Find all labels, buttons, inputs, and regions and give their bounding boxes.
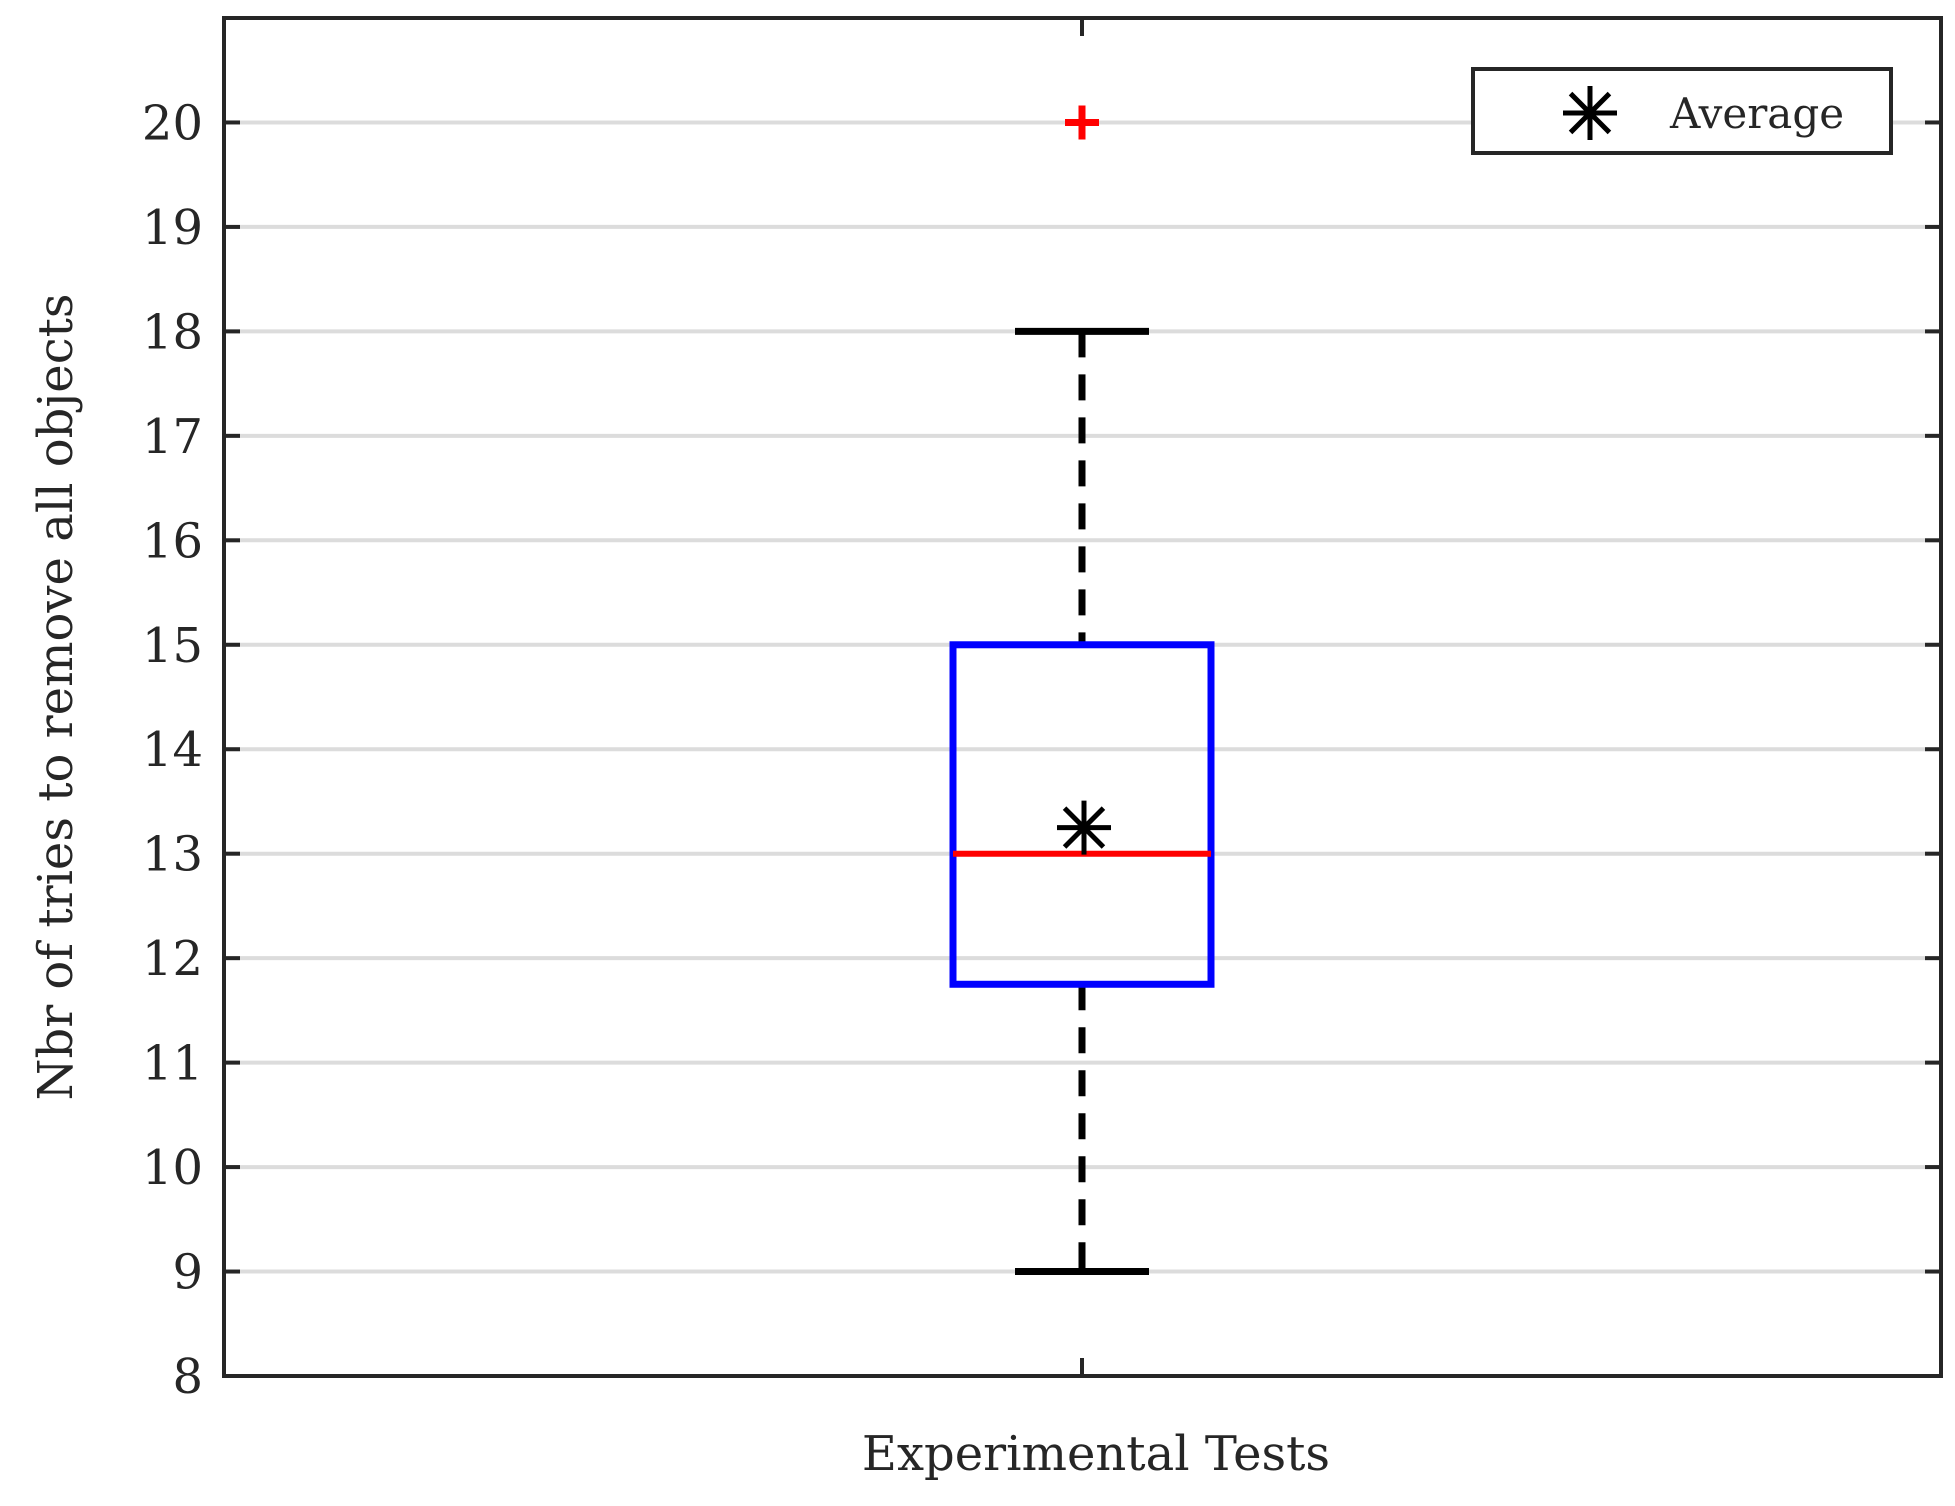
iqr-box [949,641,1215,988]
x-axis-label: Experimental Tests [862,1426,1330,1482]
y-tick-label-9: 9 [172,1245,203,1301]
legend-asterisk-icon [1563,86,1617,140]
legend-label-average: Average [1669,89,1844,138]
y-tick-label-19: 19 [142,200,203,256]
y-tick-label-20: 20 [142,95,203,151]
plot-elements [949,105,1215,1276]
y-tick-labels: 8 9 10 11 12 13 14 15 16 17 18 19 20 [142,95,203,1405]
y-axis-label: Nbr of tries to remove all objects [28,293,84,1100]
outlier-0 [1065,105,1099,140]
grid-lines [224,120,1941,1274]
y-tick-label-11: 11 [142,1036,203,1092]
y-tick-label-14: 14 [142,722,203,778]
box-group-0 [949,105,1215,1276]
y-tick-label-12: 12 [142,931,203,987]
mean-marker [1057,800,1111,855]
y-tick-label-15: 15 [142,618,203,674]
legend: Average [1471,67,1893,155]
mean-marker-stroke-d2 [1062,806,1106,849]
y-tick-label-18: 18 [142,304,203,360]
legend-box [1471,67,1893,155]
y-tick-label-8: 8 [172,1349,203,1405]
y-tick-label-13: 13 [142,827,203,883]
plot-frame [222,16,1943,1378]
y-tick-label-17: 17 [142,409,203,465]
y-tick-label-16: 16 [142,513,203,569]
y-tick-label-10: 10 [142,1140,203,1196]
legend-marker-stroke-d2 [1568,91,1612,135]
